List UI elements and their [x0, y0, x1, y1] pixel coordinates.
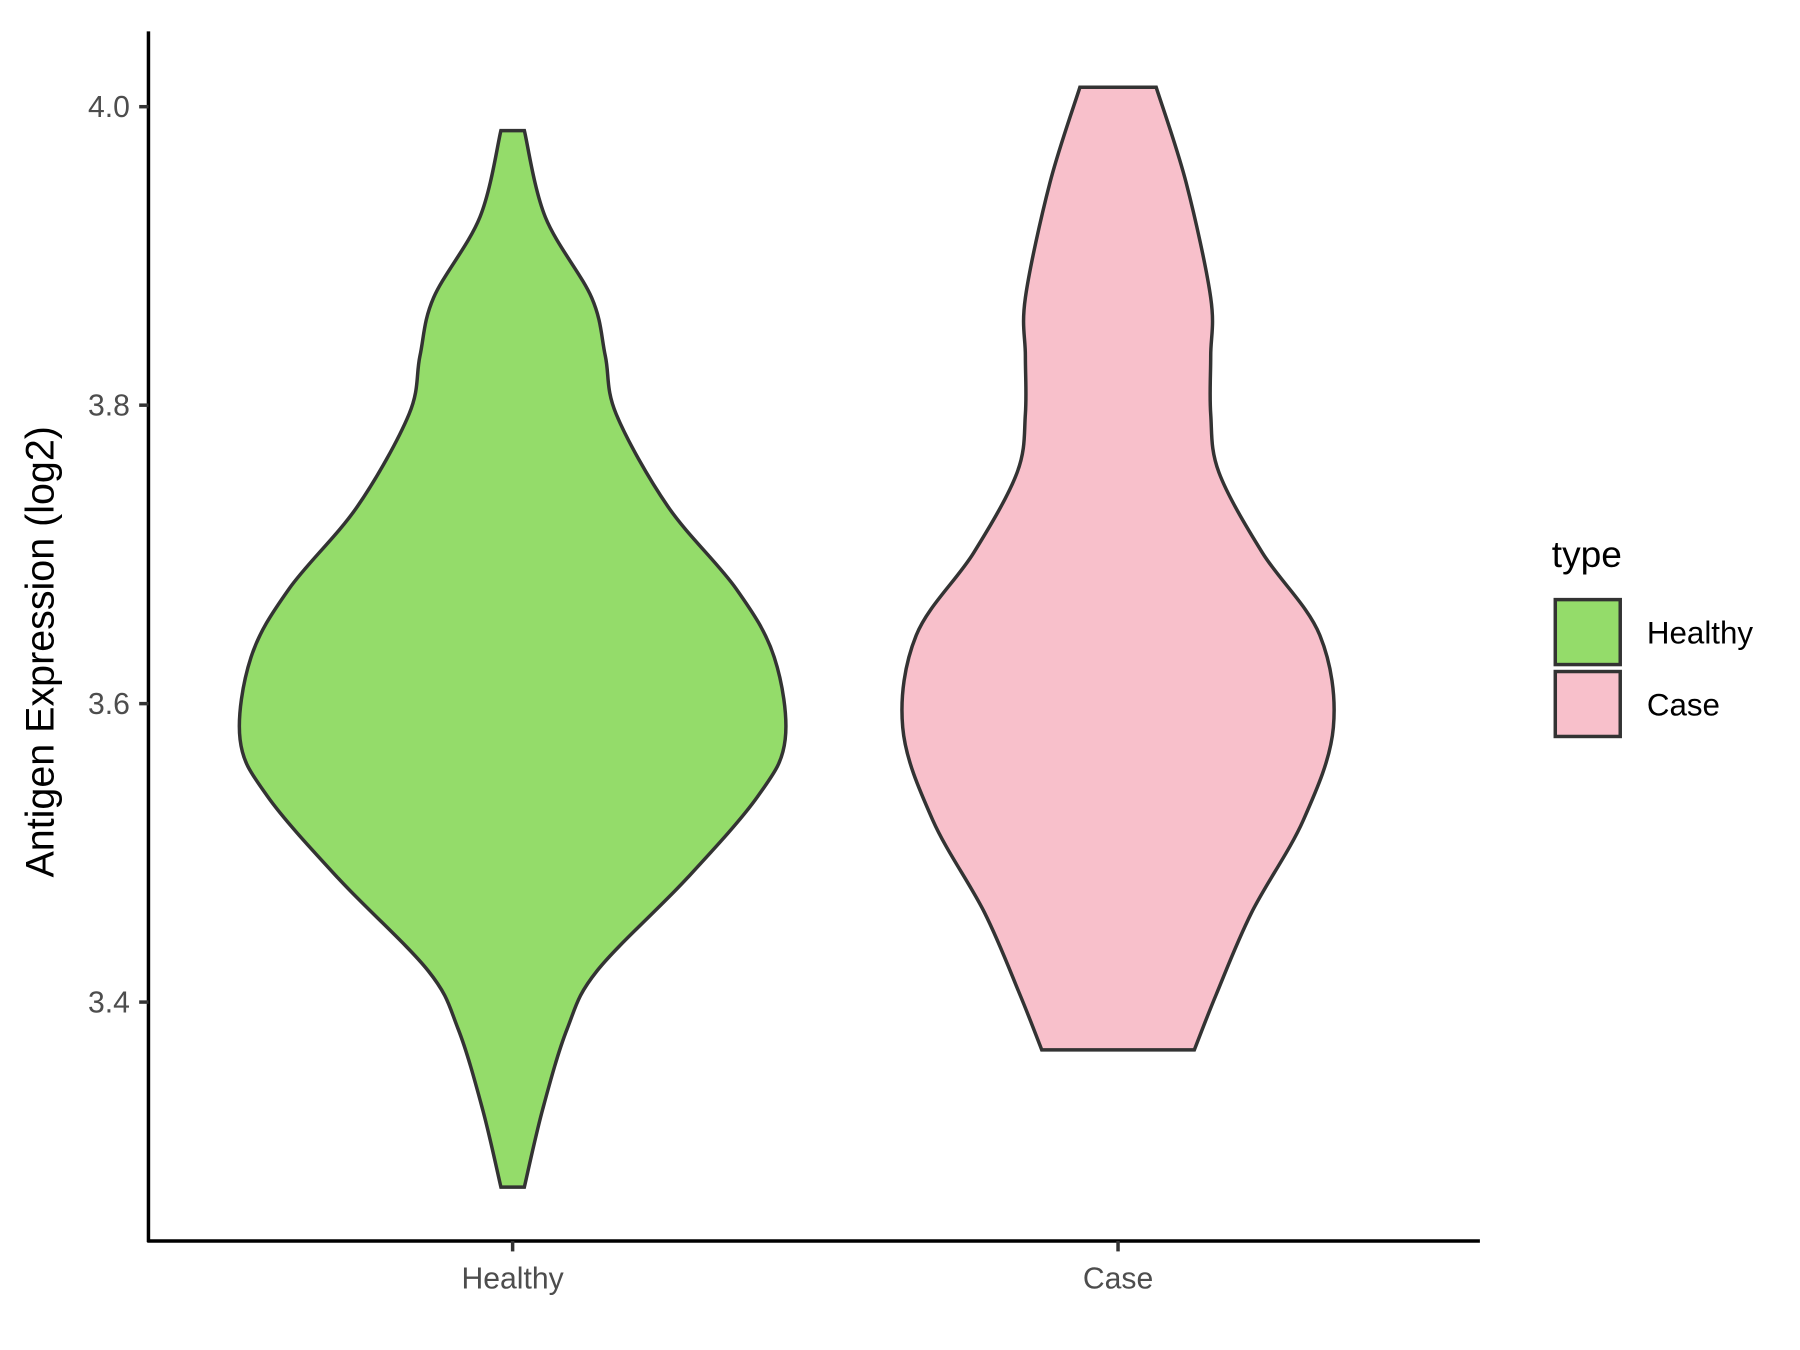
y-tick-label: 3.6 — [88, 688, 130, 721]
x-tick-label: Healthy — [462, 1263, 565, 1296]
legend: type Healthy Case — [1552, 533, 1753, 739]
y-axis-label: Antigen Expression (log2) — [18, 426, 62, 877]
y-tick-label: 3.4 — [88, 987, 130, 1020]
legend-title: type — [1552, 533, 1622, 575]
violin-case — [900, 85, 1336, 1052]
y-tick-label: 3.8 — [88, 390, 130, 423]
x-tick-label: Case — [1083, 1263, 1153, 1296]
legend-swatch-case — [1553, 669, 1622, 739]
legend-label: Healthy — [1647, 616, 1753, 651]
legend-label: Case — [1647, 688, 1720, 723]
violin-healthy — [237, 128, 788, 1189]
y-tick-label: 4.0 — [88, 91, 130, 124]
legend-swatch-healthy — [1553, 597, 1622, 667]
